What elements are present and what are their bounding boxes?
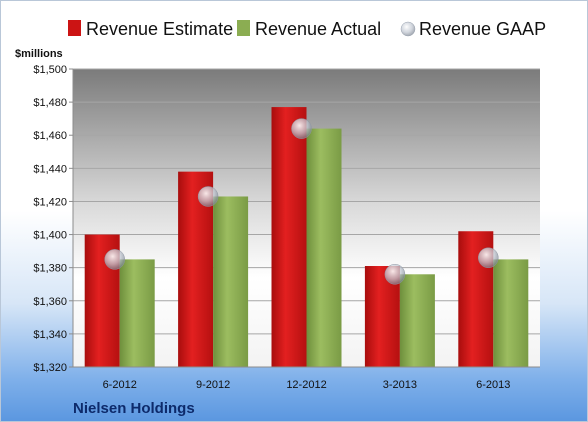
y-tick-label: $1,380 bbox=[33, 263, 67, 275]
bar-revenue-estimate bbox=[271, 107, 307, 368]
bar-revenue-actual bbox=[213, 196, 249, 367]
bars bbox=[84, 107, 529, 368]
x-category-label: 6-2013 bbox=[476, 379, 510, 391]
x-category-label: 3-2013 bbox=[383, 379, 417, 391]
y-tick-label: $1,320 bbox=[33, 362, 67, 374]
legend-label-gaap: Revenue GAAP bbox=[419, 19, 546, 39]
marker-revenue-gaap bbox=[384, 264, 406, 285]
legend-marker-gaap bbox=[400, 21, 416, 37]
y-axis-ticks: $1,320 $1,340 $1,360 $1,380 $1,400 $1,420 $1,4… bbox=[33, 64, 74, 374]
bar-revenue-actual bbox=[399, 274, 435, 367]
x-axis-categories: 6-2012 9-2012 12-2012 3-2013 6-2013 bbox=[73, 366, 540, 391]
y-tick-label: $1,360 bbox=[33, 296, 67, 308]
marker-revenue-gaap bbox=[104, 249, 125, 270]
y-tick-label: $1,500 bbox=[33, 64, 67, 76]
bar-revenue-actual bbox=[119, 259, 155, 367]
x-category-label: 12-2012 bbox=[286, 379, 326, 391]
y-tick-label: $1,440 bbox=[33, 163, 67, 175]
x-category-label: 6-2012 bbox=[103, 379, 137, 391]
marker-revenue-gaap bbox=[291, 118, 312, 139]
y-tick-label: $1,400 bbox=[33, 230, 67, 242]
legend-swatch-actual bbox=[237, 20, 250, 36]
marker-revenue-gaap bbox=[478, 247, 499, 268]
x-category-label: 9-2012 bbox=[196, 379, 230, 391]
legend-label-estimate: Revenue Estimate bbox=[86, 19, 233, 39]
legend: Revenue Estimate Revenue Actual Revenue … bbox=[68, 19, 546, 39]
y-tick-label: $1,480 bbox=[33, 97, 67, 109]
gaap-markers bbox=[104, 118, 499, 285]
company-name: Nielsen Holdings bbox=[73, 400, 195, 417]
y-axis-unit-label: $millions bbox=[15, 48, 63, 60]
marker-revenue-gaap bbox=[197, 186, 219, 207]
legend-label-actual: Revenue Actual bbox=[255, 19, 381, 39]
legend-swatch-estimate bbox=[68, 20, 81, 36]
bar-revenue-actual bbox=[306, 128, 342, 367]
bar-revenue-actual bbox=[493, 259, 529, 367]
y-tick-label: $1,340 bbox=[33, 329, 67, 341]
y-tick-label: $1,420 bbox=[33, 196, 67, 208]
y-tick-label: $1,460 bbox=[33, 130, 67, 142]
